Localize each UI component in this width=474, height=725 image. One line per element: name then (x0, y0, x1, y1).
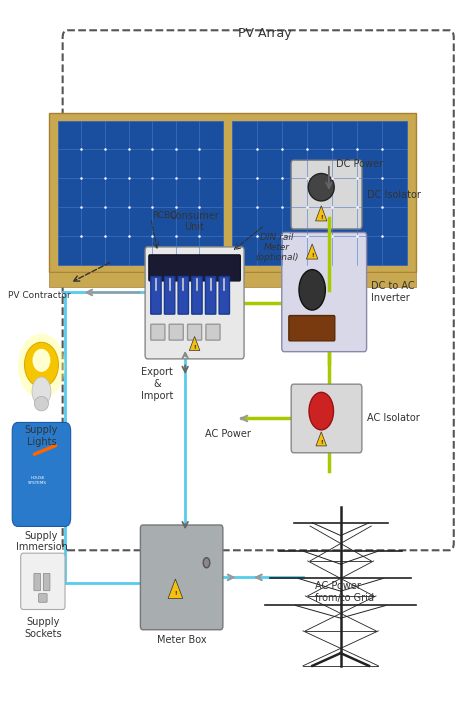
Circle shape (203, 558, 210, 568)
Ellipse shape (25, 342, 58, 387)
FancyBboxPatch shape (291, 384, 362, 453)
FancyBboxPatch shape (169, 324, 183, 340)
Text: !: ! (174, 591, 177, 596)
Text: DC Power: DC Power (336, 159, 383, 169)
Text: Supply
Immersion: Supply Immersion (16, 531, 67, 552)
Ellipse shape (308, 173, 334, 201)
FancyBboxPatch shape (151, 324, 165, 340)
FancyBboxPatch shape (206, 324, 220, 340)
Text: !: ! (320, 440, 322, 445)
Polygon shape (58, 120, 223, 265)
FancyBboxPatch shape (282, 233, 366, 352)
Ellipse shape (18, 334, 65, 399)
FancyBboxPatch shape (34, 573, 40, 591)
Text: !: ! (311, 253, 313, 258)
Text: DIN rail
Meter
(optional): DIN rail Meter (optional) (255, 233, 299, 262)
Circle shape (309, 392, 334, 430)
Text: AC Power
from/to Grid: AC Power from/to Grid (315, 581, 374, 602)
FancyBboxPatch shape (291, 160, 362, 229)
Text: Supply
Lights: Supply Lights (25, 426, 58, 447)
Polygon shape (48, 272, 416, 286)
Circle shape (299, 270, 325, 310)
Ellipse shape (35, 397, 48, 411)
Text: PV Array: PV Array (238, 27, 292, 40)
Text: Export
&
Import: Export & Import (141, 368, 173, 401)
Text: PV Contractor: PV Contractor (9, 291, 71, 299)
Text: HOUSE
SYSTEMS: HOUSE SYSTEMS (28, 476, 47, 484)
Text: Consumer
Unit: Consumer Unit (170, 211, 219, 233)
Text: !: ! (320, 215, 322, 220)
Polygon shape (232, 120, 407, 265)
FancyBboxPatch shape (151, 276, 161, 314)
FancyBboxPatch shape (12, 423, 71, 526)
FancyBboxPatch shape (38, 594, 47, 602)
FancyBboxPatch shape (219, 276, 229, 314)
FancyBboxPatch shape (43, 573, 50, 591)
FancyBboxPatch shape (192, 276, 202, 314)
FancyBboxPatch shape (188, 324, 201, 340)
FancyBboxPatch shape (164, 276, 175, 314)
Text: DC to AC
Inverter: DC to AC Inverter (371, 281, 415, 303)
FancyBboxPatch shape (205, 276, 216, 314)
FancyBboxPatch shape (289, 315, 335, 341)
FancyBboxPatch shape (149, 255, 240, 281)
Ellipse shape (32, 377, 51, 406)
FancyBboxPatch shape (21, 553, 65, 610)
Text: Meter Box: Meter Box (157, 635, 207, 645)
Text: AC Isolator: AC Isolator (366, 413, 419, 423)
Ellipse shape (33, 349, 50, 372)
FancyBboxPatch shape (145, 247, 244, 359)
FancyBboxPatch shape (178, 276, 189, 314)
Text: AC Power: AC Power (205, 428, 251, 439)
Text: DC Isolator: DC Isolator (366, 189, 420, 199)
FancyBboxPatch shape (140, 525, 223, 630)
Text: !: ! (193, 345, 196, 350)
Text: RCBO: RCBO (152, 211, 177, 220)
Text: Supply
Sockets: Supply Sockets (24, 618, 62, 639)
Polygon shape (48, 113, 416, 272)
